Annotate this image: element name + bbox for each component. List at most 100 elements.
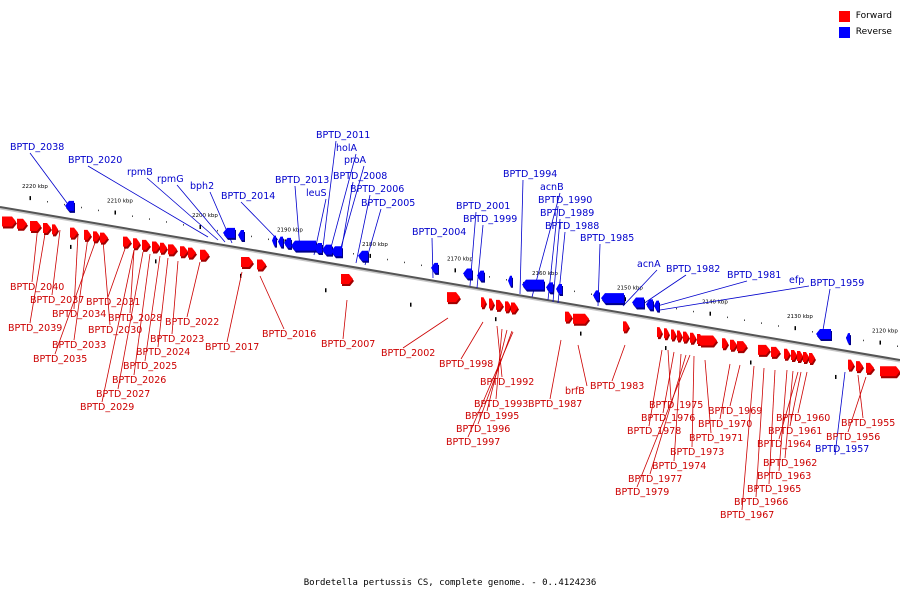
scale-minor-tick — [778, 325, 779, 327]
forward-gene — [133, 238, 141, 251]
reverse-gene — [463, 268, 473, 281]
forward-gene — [803, 352, 810, 365]
forward-gene — [152, 241, 161, 254]
gene-body — [2, 216, 16, 227]
forward-gene — [52, 224, 59, 237]
forward-leader-line — [144, 255, 161, 362]
backbone-line — [0, 206, 900, 361]
forward-gene — [671, 329, 677, 342]
gene-body — [43, 222, 51, 233]
gene-body — [505, 301, 511, 312]
forward-gene — [70, 227, 79, 240]
forward-gene — [677, 330, 683, 343]
reverse-gene-label: BPTD_1989 — [540, 208, 594, 219]
forward-gene — [700, 335, 718, 348]
forward-gene-label: BPTD_1996 — [456, 424, 510, 435]
reverse-leader-line — [476, 224, 484, 289]
gene-body — [341, 273, 353, 284]
forward-gene-label: BPTD_1983 — [590, 381, 644, 392]
gene-body — [65, 200, 74, 211]
scale-lower-tick — [835, 374, 837, 379]
reverse-gene — [546, 282, 554, 295]
forward-gene-label: BPTD_2007 — [321, 339, 375, 350]
forward-leader-line — [129, 249, 135, 314]
forward-gene-label: BPTD_1969 — [708, 406, 762, 417]
forward-gene — [690, 332, 697, 345]
forward-gene-label: BPTD_2023 — [150, 334, 204, 345]
gene-body — [508, 275, 512, 286]
forward-gene-label: BPTD_2029 — [80, 402, 134, 413]
gene-body — [496, 299, 503, 310]
forward-gene-label: BPTD_1963 — [757, 471, 811, 482]
scale-major-tick — [29, 196, 31, 201]
forward-leader-line — [768, 369, 776, 485]
forward-gene-label: BPTD_2016 — [262, 329, 316, 340]
reverse-gene-label: BPTD_2004 — [412, 227, 466, 238]
reverse-gene — [477, 270, 485, 283]
scale-tick-label: 2140 kbp — [702, 300, 728, 306]
legend: Forward Reverse — [838, 8, 892, 40]
forward-gene — [257, 259, 267, 272]
scale-major-tick — [794, 326, 796, 331]
genome-caption: Bordetella pertussis CS, complete genome… — [303, 578, 597, 588]
forward-gene — [511, 302, 519, 315]
gene-body — [646, 299, 653, 310]
reverse-gene-label: BPTD_1959 — [810, 278, 864, 289]
forward-gene-label: BPTD_2033 — [52, 340, 106, 351]
scale-minor-tick — [863, 339, 864, 342]
gene-body — [358, 250, 368, 261]
gene-body — [784, 348, 790, 359]
forward-leader-line — [577, 344, 588, 387]
gene-body — [797, 351, 803, 361]
forward-gene-label: BPTD_1978 — [627, 426, 681, 437]
reverse-gene-label: BPTD_2008 — [333, 171, 387, 182]
legend-reverse: Reverse — [838, 24, 892, 40]
gene-body — [623, 321, 629, 332]
forward-gene-label: BPTD_1966 — [734, 497, 788, 508]
forward-gene — [188, 247, 197, 260]
forward-gene — [30, 221, 42, 234]
reverse-gene-label: BPTD_1985 — [580, 233, 634, 244]
forward-leader-line — [226, 271, 243, 343]
forward-gene-label: BPTD_1993 — [474, 399, 528, 410]
forward-gene — [866, 362, 875, 375]
gene-body — [200, 249, 209, 260]
reverse-leader-line — [355, 194, 371, 264]
forward-gene-label: brfB — [565, 386, 585, 397]
reverse-gene — [556, 284, 563, 297]
gene-body — [291, 240, 316, 251]
scale-minor-tick — [744, 319, 745, 321]
forward-gene-label: BPTD_1976 — [641, 413, 695, 424]
scale-minor-tick — [693, 310, 694, 313]
gene-body — [848, 359, 854, 370]
forward-leader-line — [648, 349, 663, 427]
gene-body — [152, 241, 160, 252]
forward-leader-line — [31, 224, 39, 283]
forward-leader-line — [29, 227, 47, 324]
gene-body — [52, 224, 58, 235]
forward-gene — [730, 339, 738, 352]
scale-minor-tick — [897, 345, 898, 347]
gene-body — [30, 221, 41, 232]
scale-lower-tick — [155, 259, 157, 264]
scale-minor-tick — [591, 293, 592, 295]
forward-gene — [481, 297, 487, 310]
reverse-gene-label: BPTD_1990 — [538, 195, 592, 206]
forward-gene — [565, 311, 573, 324]
forward-gene-label: BPTD_1977 — [628, 474, 682, 485]
gene-body — [632, 297, 644, 308]
reverse-gene-label: BPTD_2001 — [456, 201, 510, 212]
forward-gene-label: BPTD_2027 — [96, 389, 150, 400]
scale-lower-tick — [495, 317, 497, 322]
forward-gene-label: BPTD_1960 — [776, 413, 830, 424]
forward-gene-label: BPTD_1961 — [768, 426, 822, 437]
reverse-gene — [322, 244, 333, 257]
forward-gene-label: BPTD_1965 — [747, 484, 801, 495]
gene-body — [657, 327, 662, 338]
scale-tick-label: 2210 kbp — [107, 199, 133, 205]
reverse-gene — [331, 246, 343, 259]
gene-body — [664, 328, 669, 339]
reverse-gene — [646, 299, 654, 312]
forward-gene-label: BPTD_1973 — [670, 447, 724, 458]
